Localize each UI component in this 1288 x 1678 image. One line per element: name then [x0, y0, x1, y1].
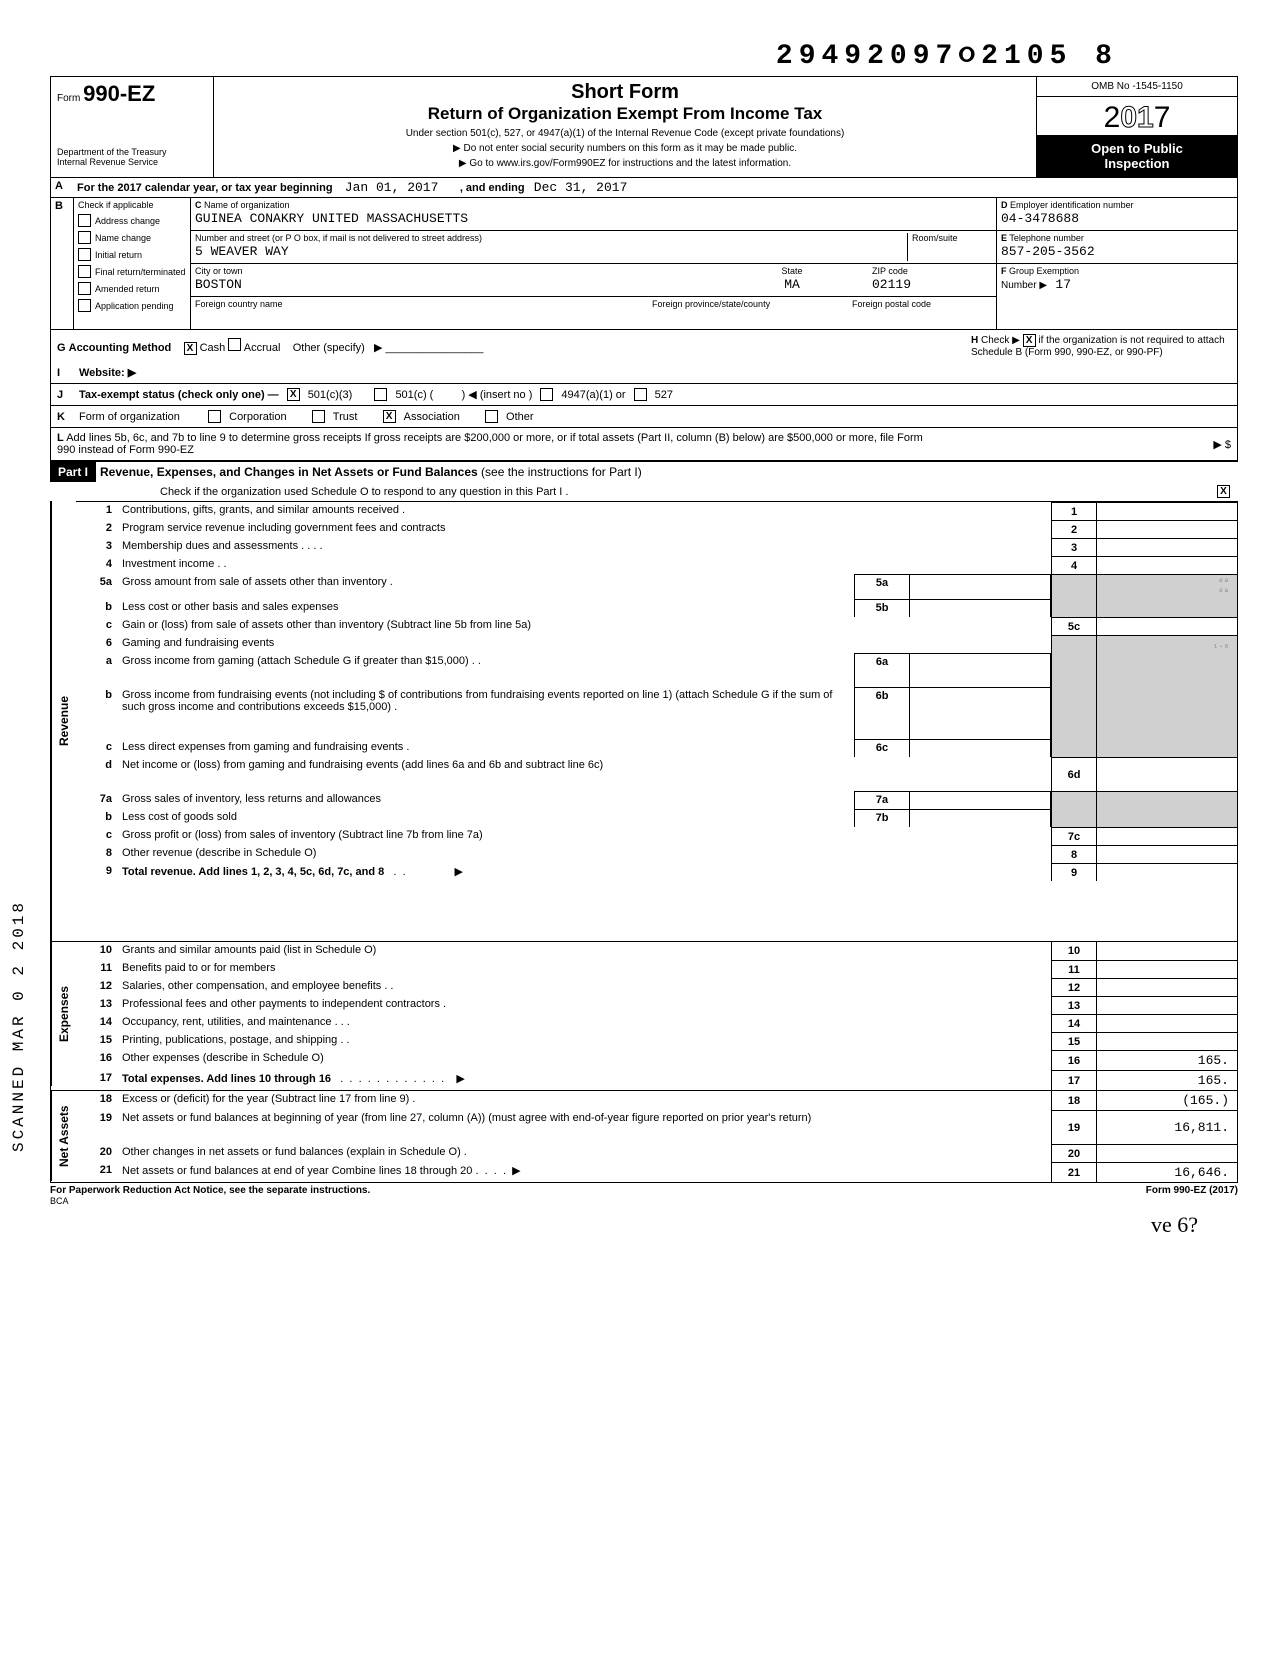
open-public: Open to Public [1091, 141, 1183, 156]
cb-amended[interactable] [78, 282, 91, 295]
inspection: Inspection [1104, 156, 1169, 171]
expenses-label: Expenses [51, 942, 76, 1086]
line16-value: 165. [1096, 1050, 1237, 1070]
city: BOSTON [195, 277, 242, 292]
form-header: Form 990-EZ Department of the Treasury I… [50, 76, 1238, 178]
revenue-label: Revenue [51, 501, 76, 941]
initials: ve 6? [50, 1212, 1238, 1238]
cb-schedule-b[interactable] [1023, 334, 1036, 347]
cb-final-return[interactable] [78, 265, 91, 278]
ein: 04-3478688 [1001, 211, 1079, 226]
year-begin: Jan 01, 2017 [345, 180, 439, 195]
cb-4947[interactable] [540, 388, 553, 401]
line17-value: 165. [1096, 1070, 1237, 1090]
line18-value: (165.) [1096, 1091, 1237, 1110]
cb-name-change[interactable] [78, 231, 91, 244]
part1-header: Part I [50, 462, 96, 482]
section-b: B Check if applicable Address change Nam… [50, 198, 1238, 330]
cb-initial-return[interactable] [78, 248, 91, 261]
omb-number: OMB No -1545-1150 [1037, 77, 1237, 97]
line21-value: 16,646. [1096, 1162, 1237, 1182]
form-word: Form [57, 93, 80, 104]
group-exemption: 17 [1055, 277, 1071, 292]
bca: BCA [50, 1196, 1238, 1206]
footer: For Paperwork Reduction Act Notice, see … [50, 1185, 1238, 1196]
form-desc3: Go to www.irs.gov/Form990EZ for instruct… [469, 158, 791, 169]
irs: Internal Revenue Service [57, 157, 207, 167]
cb-schedule-o[interactable] [1217, 485, 1230, 498]
line-a: A For the 2017 calendar year, or tax yea… [50, 178, 1238, 198]
part1-table: Revenue 1Contributions, gifts, grants, a… [50, 501, 1238, 1183]
header-serial: 29492097૦2105 8 [50, 40, 1118, 72]
year-end: Dec 31, 2017 [534, 180, 628, 195]
netassets-label: Net Assets [51, 1091, 76, 1181]
form-desc2: Do not enter social security numbers on … [463, 143, 796, 154]
cb-501c[interactable] [374, 388, 387, 401]
form-number: 990-EZ [83, 81, 155, 106]
cb-cash[interactable] [184, 342, 197, 355]
cb-527[interactable] [634, 388, 647, 401]
cb-other[interactable] [485, 410, 498, 423]
part1-check-text: Check if the organization used Schedule … [160, 486, 1217, 498]
telephone: 857-205-3562 [1001, 244, 1095, 259]
form-desc1: Under section 501(c), 527, or 4947(a)(1)… [224, 128, 1026, 139]
cb-trust[interactable] [312, 410, 325, 423]
org-name: GUINEA CONAKRY UNITED MASSACHUSETTS [195, 211, 468, 226]
zip: 02119 [872, 277, 911, 292]
part1-title: Revenue, Expenses, and Changes in Net As… [96, 465, 642, 479]
cb-corp[interactable] [208, 410, 221, 423]
cb-accrual[interactable] [228, 338, 241, 351]
street: 5 WEAVER WAY [195, 244, 289, 259]
line19-value: 16,811. [1096, 1110, 1237, 1144]
state: MA [784, 277, 800, 292]
scanned-stamp: SCANNED MAR 0 2 2018 [10, 900, 28, 1152]
tax-year: 2017 [1037, 97, 1237, 135]
paperwork-notice: For Paperwork Reduction Act Notice, see … [50, 1185, 370, 1196]
dept-treasury: Department of the Treasury [57, 147, 207, 157]
cb-501c3[interactable] [287, 388, 300, 401]
form-title: Short Form [224, 81, 1026, 104]
cb-address-change[interactable] [78, 214, 91, 227]
cb-pending[interactable] [78, 299, 91, 312]
cb-assoc[interactable] [383, 410, 396, 423]
form-ref: Form 990-EZ (2017) [1146, 1185, 1238, 1196]
form-subtitle: Return of Organization Exempt From Incom… [224, 104, 1026, 124]
